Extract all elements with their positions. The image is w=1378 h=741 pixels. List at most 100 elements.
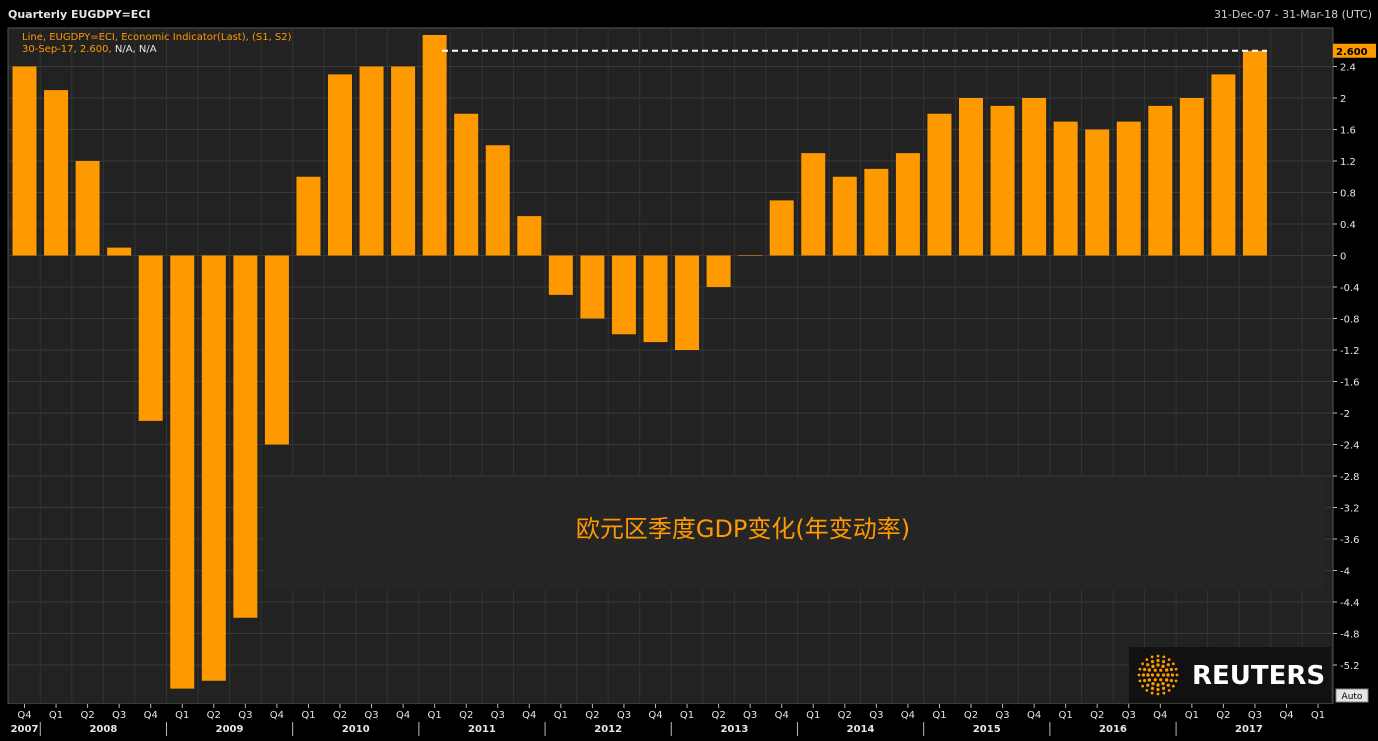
y-tick-label: 0.4 bbox=[1340, 220, 1356, 231]
x-tick-label: Q1 bbox=[1059, 710, 1073, 721]
x-tick-label: Q1 bbox=[806, 710, 820, 721]
logo-dot bbox=[1167, 658, 1171, 662]
bar-2 bbox=[75, 161, 100, 256]
chart-header-title: Quarterly EUGDPY=ECI bbox=[8, 8, 150, 21]
logo-dot bbox=[1156, 663, 1160, 667]
x-tick-label: Q3 bbox=[1248, 710, 1262, 721]
logo-dot bbox=[1150, 686, 1155, 690]
logo-dot bbox=[1150, 691, 1154, 695]
logo-dot bbox=[1167, 688, 1171, 692]
x-tick-label: Q3 bbox=[995, 710, 1009, 721]
bar-25 bbox=[801, 153, 826, 256]
reuters-dot-icon bbox=[1137, 654, 1179, 696]
bar-20 bbox=[643, 255, 668, 343]
x-tick-label: Q2 bbox=[459, 710, 473, 721]
bar-22 bbox=[706, 255, 731, 287]
x-tick-label: Q1 bbox=[301, 710, 315, 721]
logo-dot bbox=[1150, 673, 1155, 677]
x-tick-label: Q2 bbox=[1216, 710, 1230, 721]
bar-37 bbox=[1179, 98, 1204, 256]
x-tick-label: Q4 bbox=[522, 710, 536, 721]
y-tick-label: -2 bbox=[1340, 409, 1350, 420]
bar-36 bbox=[1148, 105, 1173, 256]
x-tick-label: Q1 bbox=[932, 710, 946, 721]
logo-dot bbox=[1156, 658, 1160, 663]
logo-dot bbox=[1156, 687, 1160, 692]
legend-values-suffix: N/A, N/A bbox=[115, 44, 157, 55]
logo-dot bbox=[1159, 668, 1163, 672]
bar-11 bbox=[359, 66, 384, 256]
auto-scale-button[interactable]: Auto bbox=[1335, 688, 1369, 703]
bar-3 bbox=[107, 247, 132, 256]
bar-24 bbox=[769, 200, 794, 256]
y-axis: 2.4 2 1.6 1.2 0.8 0.4 0 -0.4 -0.8 -1.2 -1.6 -2 -2.4 -… bbox=[1333, 43, 1376, 672]
x-tick-label: Q2 bbox=[333, 710, 347, 721]
bar-12 bbox=[391, 66, 416, 256]
x-year-label: 2017 bbox=[1235, 724, 1263, 735]
y-tick-label: 2.4 bbox=[1340, 63, 1356, 74]
x-tick-label: Q3 bbox=[869, 710, 883, 721]
y-tick-label: -3.6 bbox=[1340, 535, 1360, 546]
y-tick-label: -2.4 bbox=[1340, 441, 1360, 452]
bar-1 bbox=[44, 90, 69, 256]
logo-dot bbox=[1166, 663, 1170, 667]
y-tick-label: -3.2 bbox=[1340, 504, 1360, 515]
logo-dot bbox=[1153, 668, 1157, 672]
logo-dot bbox=[1161, 686, 1166, 690]
logo-dot bbox=[1153, 678, 1157, 682]
bar-26 bbox=[832, 176, 857, 256]
logo-dot bbox=[1161, 681, 1165, 686]
bar-10 bbox=[328, 74, 352, 256]
bar-9 bbox=[296, 176, 321, 256]
x-tick-label: Q2 bbox=[964, 710, 978, 721]
logo-dot bbox=[1164, 678, 1169, 682]
y-tick-label: 2 bbox=[1340, 94, 1346, 105]
logo-dot bbox=[1137, 673, 1141, 677]
logo-dot bbox=[1174, 679, 1178, 683]
auto-button-label[interactable]: Auto bbox=[1342, 692, 1363, 702]
x-tick-label: Q2 bbox=[838, 710, 852, 721]
x-tick-label: Q3 bbox=[491, 710, 505, 721]
y-tick-label: -4.4 bbox=[1340, 598, 1360, 609]
logo-dot bbox=[1162, 691, 1166, 695]
y-tick-label: -0.4 bbox=[1340, 283, 1360, 294]
logo-dot bbox=[1156, 692, 1160, 696]
logo-dot bbox=[1141, 684, 1145, 688]
x-tick-label: Q1 bbox=[1185, 710, 1199, 721]
chart-overlay-title: 欧元区季度GDP变化(年变动率) bbox=[576, 515, 910, 543]
logo-dot bbox=[1150, 655, 1154, 659]
x-tick-label: Q4 bbox=[17, 710, 31, 721]
last-value-label: 2.600 bbox=[1336, 47, 1368, 58]
logo-dot bbox=[1147, 678, 1152, 682]
x-tick-label: Q4 bbox=[1153, 710, 1167, 721]
logo-dot bbox=[1143, 667, 1147, 672]
logo-dot bbox=[1138, 667, 1142, 671]
x-tick-label: Q4 bbox=[144, 710, 158, 721]
x-tick-label: Q1 bbox=[1311, 710, 1325, 721]
legend-values-prefix: 30-Sep-17, 2.600, bbox=[22, 44, 115, 55]
bar-4 bbox=[138, 255, 163, 421]
x-tick-label: Q1 bbox=[428, 710, 442, 721]
bar-34 bbox=[1085, 129, 1110, 256]
logo-dot bbox=[1175, 673, 1179, 677]
x-year-label: 2013 bbox=[720, 724, 748, 735]
x-year-label: 2016 bbox=[1099, 724, 1127, 735]
logo-dot bbox=[1162, 655, 1166, 659]
bar-13 bbox=[422, 35, 447, 256]
y-tick-label: -1.6 bbox=[1340, 378, 1360, 389]
legend-series-values: 30-Sep-17, 2.600, N/A, N/A bbox=[22, 44, 157, 55]
auto-button-bg[interactable] bbox=[1335, 688, 1369, 703]
bar-21 bbox=[675, 255, 700, 350]
bar-31 bbox=[990, 105, 1015, 256]
reuters-logo: REUTERS bbox=[1129, 647, 1331, 703]
x-tick-label: Q4 bbox=[901, 710, 915, 721]
x-year-label: 2008 bbox=[89, 724, 117, 735]
logo-dot bbox=[1145, 688, 1149, 692]
x-year-label: 2015 bbox=[973, 724, 1001, 735]
y-tick-label: -4.8 bbox=[1340, 630, 1360, 641]
title-overlay-box bbox=[265, 477, 1325, 590]
bar-18 bbox=[580, 255, 605, 319]
bar-39 bbox=[1242, 50, 1267, 256]
bar-16 bbox=[517, 216, 542, 256]
